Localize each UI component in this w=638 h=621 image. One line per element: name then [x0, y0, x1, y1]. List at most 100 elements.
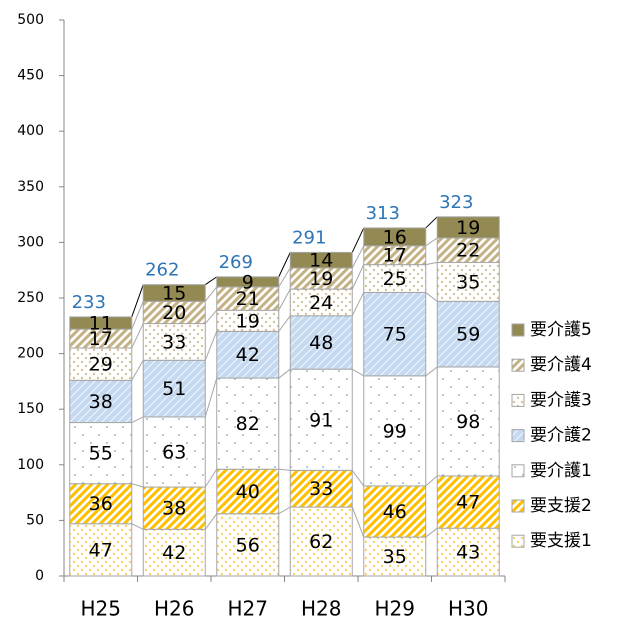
y-tick-label: 0 — [35, 568, 44, 584]
y-tick-label: 350 — [17, 179, 44, 195]
bar-segment — [289, 251, 353, 269]
connector — [278, 267, 291, 288]
bar-segment — [363, 375, 427, 487]
total-label: 323 — [439, 192, 473, 213]
bar-segment — [436, 300, 500, 368]
data-label: 14 — [309, 250, 333, 272]
data-label: 55 — [89, 443, 113, 465]
connector — [278, 506, 291, 515]
legend-swatch — [511, 358, 525, 372]
connector — [131, 416, 144, 423]
data-label: 21 — [236, 288, 260, 310]
connector — [425, 261, 438, 266]
data-label: 75 — [383, 324, 407, 346]
total-label: 262 — [145, 260, 179, 281]
data-label: 19 — [236, 310, 260, 332]
data-label: 17 — [383, 245, 407, 267]
legend-swatch — [511, 323, 525, 337]
connector — [425, 216, 438, 229]
y-tick-label: 250 — [17, 290, 44, 306]
data-label: 22 — [456, 240, 480, 262]
bar-segment — [436, 366, 500, 477]
connector — [204, 468, 218, 488]
data-label: 33 — [162, 331, 186, 353]
data-label: 82 — [236, 413, 260, 435]
connector — [204, 309, 218, 324]
legend-label: 要支援1 — [530, 531, 592, 551]
bar-segment — [142, 528, 206, 577]
connector — [351, 506, 365, 538]
connector — [131, 483, 144, 488]
data-label: 33 — [309, 478, 333, 500]
total-label: 233 — [72, 292, 106, 313]
data-label: 20 — [162, 302, 186, 324]
bar-segment — [289, 368, 353, 471]
data-label: 47 — [456, 492, 480, 514]
connector — [425, 475, 438, 487]
legend-swatch — [511, 429, 525, 443]
connector — [351, 470, 365, 487]
total-label: 291 — [292, 227, 326, 248]
data-label: 25 — [383, 268, 407, 290]
bar-segment — [289, 469, 353, 508]
connector — [278, 368, 291, 379]
connector — [278, 252, 291, 278]
connector — [204, 286, 218, 302]
bar-segment — [216, 468, 280, 515]
data-label: 48 — [309, 332, 333, 354]
total-label: 313 — [366, 203, 400, 224]
data-label: 17 — [89, 328, 113, 350]
data-label: 56 — [236, 534, 260, 556]
bar-segment — [69, 523, 133, 577]
data-label: 19 — [309, 268, 333, 290]
connector — [425, 527, 438, 538]
connector — [278, 288, 291, 311]
bar-segment — [69, 422, 133, 485]
connector — [204, 377, 218, 418]
bar-segment — [142, 416, 206, 488]
bar-segment — [363, 264, 427, 293]
connector — [131, 301, 144, 330]
bar-segment — [216, 330, 280, 379]
data-label: 47 — [89, 539, 113, 561]
bar-segment — [216, 377, 280, 470]
data-label: 16 — [383, 226, 407, 248]
connector — [351, 245, 365, 269]
bar-segment — [363, 291, 427, 377]
legend-label: 要介護3 — [530, 390, 592, 410]
x-tick-label: H26 — [154, 597, 195, 621]
bar-segment — [363, 536, 427, 577]
y-tick-label: 450 — [17, 68, 44, 84]
bar-segment — [436, 475, 500, 529]
data-label: 11 — [89, 313, 113, 335]
data-label: 35 — [456, 271, 480, 293]
data-label: 59 — [456, 324, 480, 346]
legend-label: 要介護2 — [530, 426, 592, 446]
data-label: 51 — [162, 378, 186, 400]
x-tick-label: H30 — [448, 597, 489, 621]
connector — [131, 284, 144, 318]
data-label: 40 — [236, 481, 260, 503]
data-label: 19 — [456, 217, 480, 239]
connector — [425, 292, 438, 302]
connector — [204, 331, 218, 361]
connector — [204, 513, 218, 530]
connector — [278, 315, 291, 332]
bar-segment — [363, 227, 427, 247]
y-tick-label: 200 — [17, 346, 44, 362]
x-tick-label: H25 — [81, 597, 122, 621]
legend-swatch — [511, 464, 525, 478]
y-tick-label: 300 — [17, 234, 44, 250]
legend-label: 要介護4 — [530, 355, 592, 375]
bar-segment — [142, 284, 206, 302]
connector — [425, 366, 438, 377]
connector — [131, 523, 144, 530]
data-label: 15 — [162, 282, 186, 304]
bar-segment — [69, 347, 133, 381]
connector — [351, 368, 365, 377]
bar-segment — [436, 261, 500, 302]
y-tick-label: 150 — [17, 401, 44, 417]
bar-segment — [142, 486, 206, 530]
